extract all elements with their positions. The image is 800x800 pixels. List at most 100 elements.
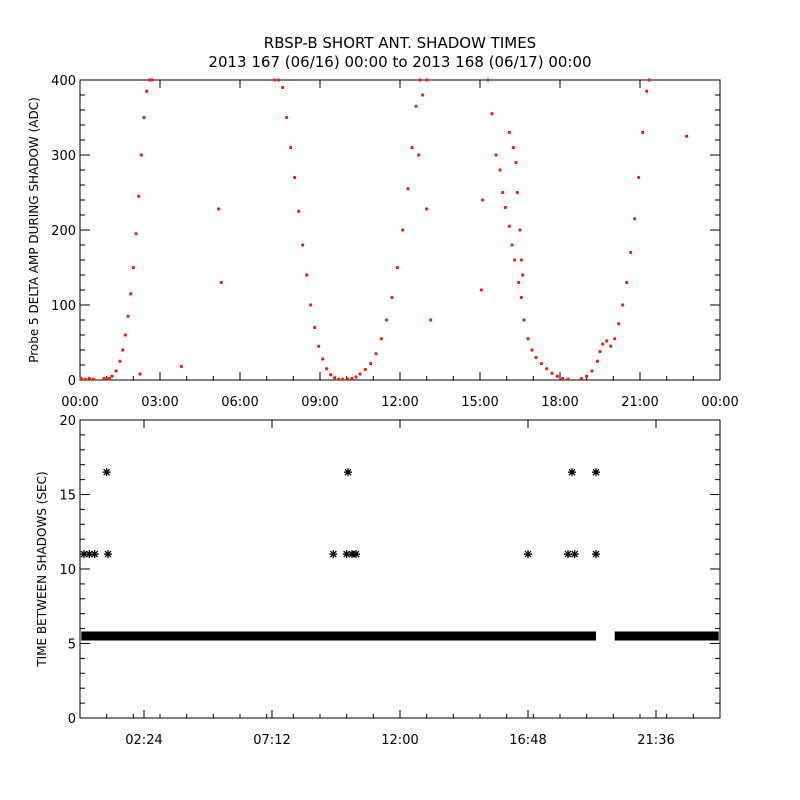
top-data-point xyxy=(301,243,305,247)
top-data-point xyxy=(486,78,490,82)
top-data-point xyxy=(277,78,281,82)
bottom-y-tick-label: 5 xyxy=(68,638,76,653)
top-data-point xyxy=(511,145,515,150)
bottom-data-point xyxy=(85,550,94,559)
top-data-point xyxy=(598,349,602,354)
top-plot-frame xyxy=(79,79,721,381)
top-data-point xyxy=(685,134,689,138)
top-data-point xyxy=(131,265,135,270)
top-data-point xyxy=(105,377,109,381)
top-data-point xyxy=(494,153,498,157)
top-data-point xyxy=(309,303,313,307)
top-data-point xyxy=(289,145,293,150)
top-data-point xyxy=(91,377,95,381)
top-data-point xyxy=(129,292,133,296)
top-data-point xyxy=(325,367,329,371)
top-data-point xyxy=(625,280,629,285)
top-x-tick-label: 00:00 xyxy=(61,395,98,410)
top-data-point xyxy=(647,78,651,82)
top-data-point xyxy=(147,78,151,82)
bottom-y-tick-label: 10 xyxy=(59,563,76,578)
bottom-y-tick-label: 0 xyxy=(68,712,76,727)
top-data-point xyxy=(414,104,418,108)
top-data-point xyxy=(609,344,613,348)
top-x-tick-label: 18:00 xyxy=(541,395,578,410)
bottom-x-tick-label: 02:24 xyxy=(125,733,162,748)
bottom-y-tick-label: 20 xyxy=(59,414,76,429)
bottom-data-point xyxy=(352,550,360,559)
top-data-point xyxy=(481,198,485,202)
top-data-point xyxy=(305,273,309,277)
top-data-point xyxy=(145,89,149,93)
bottom-data-point xyxy=(90,550,99,559)
top-data-point xyxy=(518,228,522,232)
bottom-y-tick-label: 15 xyxy=(59,489,76,504)
bottom-ticks: 02:24 07:12 12:00 16:48 21:36 0 5 10 15 20 xyxy=(59,414,721,748)
top-data-point xyxy=(517,280,521,285)
top-data-point xyxy=(363,367,367,372)
top-data-point xyxy=(406,187,410,191)
top-data-point xyxy=(579,376,583,381)
top-data-point xyxy=(385,318,389,322)
top-data-point xyxy=(390,295,394,300)
top-data-point xyxy=(515,190,519,195)
top-x-tick-label: 09:00 xyxy=(301,395,338,410)
top-data-point xyxy=(521,273,525,277)
top-data-point xyxy=(118,359,122,363)
top-data-point xyxy=(601,342,605,346)
top-data-point xyxy=(519,258,523,262)
bottom-x-tick-label: 16:48 xyxy=(509,733,546,748)
top-data-point xyxy=(329,373,333,377)
top-y-tick-label: 200 xyxy=(51,224,76,239)
top-y-axis-label: Probe 5 DELTA AMP DURING SHADOW (ADC) xyxy=(27,97,41,363)
top-data-point xyxy=(317,344,321,348)
top-data-point xyxy=(513,258,517,262)
top-data-point xyxy=(534,355,538,360)
top-data-point xyxy=(507,130,511,135)
top-x-tick-label: 00:00 xyxy=(701,395,738,410)
top-data-point xyxy=(179,364,183,369)
top-data-point xyxy=(501,190,505,195)
bottom-panel: 02:24 07:12 12:00 16:48 21:36 0 5 10 15 20 TIME B… xyxy=(35,414,721,748)
top-data-point xyxy=(87,376,91,381)
top-data-point xyxy=(341,377,345,381)
top-data-point xyxy=(555,374,559,378)
top-data-point xyxy=(503,205,507,210)
top-data-point xyxy=(126,314,130,318)
top-data-point xyxy=(217,207,221,211)
top-data-point xyxy=(425,78,429,82)
bottom-data-point xyxy=(592,468,600,477)
top-data-point xyxy=(219,280,223,285)
top-data-point xyxy=(346,377,350,381)
bottom-x-tick-label: 21:36 xyxy=(637,733,674,748)
top-data-point xyxy=(358,372,362,376)
top-x-tick-label: 06:00 xyxy=(221,395,258,410)
top-data-point xyxy=(617,322,621,326)
top-data-point xyxy=(121,348,125,352)
bottom-data-point xyxy=(564,550,572,559)
top-data-point xyxy=(150,78,154,82)
bottom-data-point xyxy=(102,468,111,477)
top-data-point xyxy=(418,78,422,82)
bottom-data-point xyxy=(329,550,338,559)
bottom-points xyxy=(80,468,719,641)
top-data-point xyxy=(79,376,83,381)
top-data-point xyxy=(522,318,526,322)
top-data-point xyxy=(134,232,138,236)
top-data-point xyxy=(526,337,530,341)
top-x-tick-label: 12:00 xyxy=(381,395,418,410)
top-data-point xyxy=(350,376,354,381)
top-data-point xyxy=(138,372,142,376)
top-data-point xyxy=(137,194,141,198)
top-y-tick-label: 300 xyxy=(51,149,76,164)
top-data-point xyxy=(498,168,502,172)
top-data-point xyxy=(379,337,383,341)
top-data-point xyxy=(539,361,543,366)
top-data-point xyxy=(519,295,523,300)
bottom-x-tick-label: 07:12 xyxy=(253,733,290,748)
chart-subtitle: 2013 167 (06/16) 00:00 to 2013 168 (06/1… xyxy=(208,53,591,71)
top-data-point xyxy=(507,224,511,228)
top-data-point xyxy=(530,348,534,352)
top-data-point xyxy=(637,175,641,180)
